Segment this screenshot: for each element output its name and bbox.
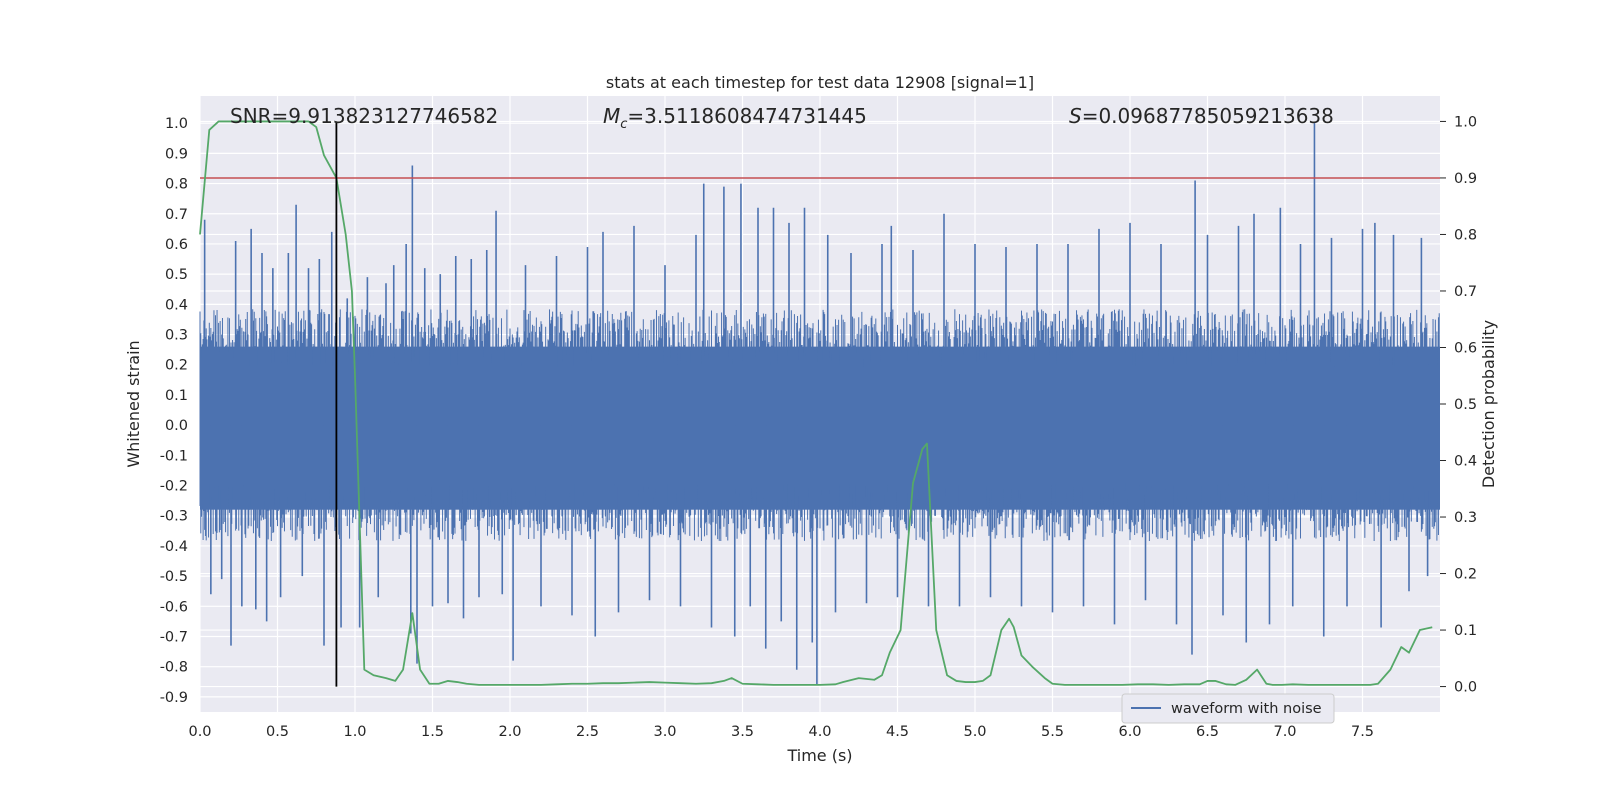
y-tick-label-left: 0.1 [165,388,188,404]
x-tick-label: 7.0 [1273,724,1296,740]
x-tick-label: 3.0 [653,724,676,740]
x-tick-label: 0.0 [188,724,211,740]
y-tick-label-left: -0.8 [160,660,188,676]
x-tick-label: 7.5 [1351,724,1374,740]
y-tick-label-left: -0.5 [160,569,188,585]
y-tick-label-left: 0.9 [165,146,188,162]
probability-series [199,120,1433,686]
y-tick-label-left: -0.9 [160,690,188,706]
x-tick-label: 1.0 [343,724,366,740]
y-tick-label-left: 0.4 [165,297,188,313]
y-tick-label-right: 0.0 [1454,680,1477,696]
x-tick-label: 6.5 [1196,724,1219,740]
y-tick-label-left: 0.5 [165,267,188,283]
y-tick-label-left: 1.0 [165,116,188,132]
y-tick-label-right: 0.1 [1454,623,1477,639]
snr-annotation: SNR=9.913823127746582 [230,104,498,128]
x-tick-label: 2.5 [576,724,599,740]
y-ticks-left: 1.0 0.9 0.8 0.7 0.6 0.5 0.4 0.3 0.2 0.1 0.0 -0.1 -0.… [160,116,188,706]
y-tick-label-left: -0.6 [160,599,188,615]
x-tick-label: 2.0 [498,724,521,740]
y-ticks-right: 1.0 0.9 0.8 0.7 0.6 0.5 0.4 0.3 0.2 0.1 0.0 [1440,114,1477,696]
y-tick-label-right: 0.6 [1454,340,1477,356]
y-tick-label-left: -0.3 [160,509,188,525]
x-tick-label: 3.5 [731,724,754,740]
y-tick-label-left: 0.7 [165,207,188,223]
y-tick-label-left: 0.3 [165,328,188,344]
y-tick-label-left: 0.2 [165,358,188,374]
y-tick-label-left: 0.8 [165,177,188,193]
y-tick-label-left: 0.6 [165,237,188,253]
mc-symbol: M [603,104,620,128]
x-tick-label: 5.0 [963,724,986,740]
y-tick-label-right: 0.8 [1454,227,1477,243]
y-tick-label-left: -0.7 [160,630,188,646]
waveform-series [199,123,1440,685]
x-tick-label: 0.5 [266,724,289,740]
mc-annotation: Mc=3.5118608474731445 [603,104,867,132]
y-tick-label-right: 0.3 [1454,510,1477,526]
y-tick-label-left: -0.1 [160,448,188,464]
mc-value: =3.5118608474731445 [627,104,866,128]
s-annotation: S=0.09687785059213638 [1069,104,1334,128]
y-tick-label-left: -0.4 [160,539,188,555]
y-tick-label-left: -0.2 [160,479,188,495]
x-axis-label: Time (s) [786,746,852,765]
y-tick-label-right: 0.4 [1454,454,1477,470]
x-tick-label: 5.5 [1041,724,1064,740]
x-tick-label: 6.0 [1118,724,1141,740]
s-symbol: S [1069,104,1082,128]
x-tick-label: 4.5 [886,724,909,740]
x-tick-label: 1.5 [421,724,444,740]
legend-label: waveform with noise [1171,701,1322,717]
x-tick-label: 4.0 [808,724,831,740]
y-tick-label-right: 0.2 [1454,567,1477,583]
probability-line [199,120,1433,686]
x-ticks: 0.0 0.5 1.0 1.5 2.0 2.5 3.0 3.5 4.0 4.5 5.0 5.5 6.0 6… [188,724,1374,740]
mc-subscript: c [620,117,627,132]
y-tick-label-right: 0.9 [1454,171,1477,187]
s-value: =0.09687785059213638 [1082,104,1334,128]
y-axis-label-right: Detection probability [1479,320,1498,488]
chart-title: stats at each timestep for test data 129… [606,73,1034,92]
y-axis-label-left: Whitened strain [124,340,143,467]
y-tick-label-right: 0.7 [1454,284,1477,300]
legend-box [1121,693,1335,724]
y-tick-label-right: 0.5 [1454,397,1477,413]
y-tick-label-left: 0.0 [165,418,188,434]
legend: waveform with noise [1121,693,1335,724]
y-tick-label-right: 1.0 [1454,114,1477,130]
